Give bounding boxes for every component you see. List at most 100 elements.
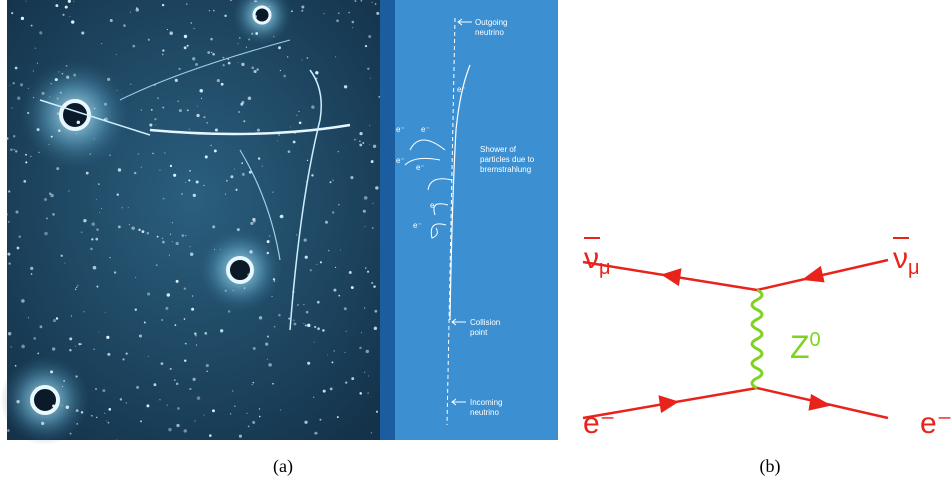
speckle <box>239 435 242 438</box>
speckle <box>311 105 314 108</box>
speckle <box>66 406 69 409</box>
speckle <box>146 404 149 407</box>
speckle <box>212 409 215 412</box>
speckle <box>344 307 347 310</box>
speckle <box>277 140 278 141</box>
speckle <box>91 415 93 417</box>
speckle <box>210 38 213 41</box>
speckle <box>304 421 307 424</box>
speckle <box>307 362 310 365</box>
speckle <box>228 59 230 61</box>
speckle <box>94 107 96 109</box>
speckle <box>301 59 302 60</box>
speckle <box>224 15 226 17</box>
speckle <box>122 207 123 208</box>
speckle <box>28 88 29 89</box>
electron-label: e⁻ <box>413 221 422 230</box>
speckle <box>25 1 26 2</box>
speckle <box>259 408 260 409</box>
speckle <box>189 170 191 172</box>
speckle <box>306 311 309 314</box>
speckle <box>95 238 98 241</box>
speckle <box>296 234 297 235</box>
speckle <box>267 359 268 360</box>
speckle <box>252 421 255 424</box>
speckle <box>10 148 13 151</box>
speckle <box>246 413 247 414</box>
speckle <box>365 267 367 269</box>
speckle <box>298 111 299 112</box>
speckle <box>313 397 314 398</box>
speckle <box>273 36 274 37</box>
speckle <box>50 370 53 373</box>
speckle <box>175 324 177 326</box>
speckle <box>57 112 60 115</box>
speckle <box>195 63 198 66</box>
speckle <box>184 46 187 49</box>
speckle <box>201 98 202 99</box>
speckle <box>228 310 230 312</box>
speckle <box>177 407 180 410</box>
speckle <box>76 287 77 288</box>
speckle <box>331 361 333 363</box>
speckle <box>206 364 209 367</box>
speckle <box>94 349 95 350</box>
electron-label: e⁻ <box>583 407 616 440</box>
speckle <box>294 131 296 133</box>
speckle <box>96 417 97 418</box>
speckle <box>154 84 156 86</box>
speckle <box>335 267 336 268</box>
speckle <box>283 75 286 78</box>
speckle <box>269 235 270 236</box>
speckle <box>188 179 190 181</box>
speckle <box>134 172 136 174</box>
speckle <box>55 78 58 81</box>
speckle <box>190 22 192 24</box>
speckle <box>306 57 308 59</box>
speckle <box>11 107 12 108</box>
annotation: point <box>470 328 488 337</box>
speckle <box>56 167 59 170</box>
speckle <box>96 286 98 288</box>
speckle <box>66 65 68 67</box>
speckle <box>175 79 178 82</box>
speckle <box>172 222 173 223</box>
speckle <box>142 230 145 233</box>
speckle <box>280 215 283 218</box>
speckle <box>132 45 135 48</box>
speckle <box>257 129 260 132</box>
speckle <box>53 319 56 322</box>
speckle <box>116 54 117 55</box>
speckle <box>44 232 47 235</box>
speckle <box>90 153 91 154</box>
speckle <box>30 267 33 270</box>
speckle <box>354 0 356 2</box>
speckle <box>325 221 328 224</box>
speckle <box>126 402 127 403</box>
speckle <box>328 250 330 252</box>
speckle <box>65 6 68 9</box>
speckle <box>225 290 227 292</box>
speckle <box>21 345 25 349</box>
speckle <box>184 288 186 290</box>
speckle <box>307 324 310 327</box>
speckle <box>211 52 212 53</box>
speckle <box>338 204 340 206</box>
speckle <box>71 20 74 23</box>
speckle <box>104 413 105 414</box>
speckle <box>173 174 176 177</box>
speckle <box>120 398 122 400</box>
speckle <box>192 57 195 60</box>
speckle <box>169 31 173 35</box>
speckle <box>165 307 168 310</box>
speckle <box>116 439 117 440</box>
speckle <box>228 62 231 65</box>
speckle <box>241 101 244 104</box>
speckle <box>148 356 149 357</box>
speckle <box>91 222 95 226</box>
speckle <box>374 327 377 330</box>
speckle <box>373 145 376 148</box>
speckle <box>197 396 201 400</box>
speckle <box>314 433 315 434</box>
speckle <box>162 49 164 51</box>
